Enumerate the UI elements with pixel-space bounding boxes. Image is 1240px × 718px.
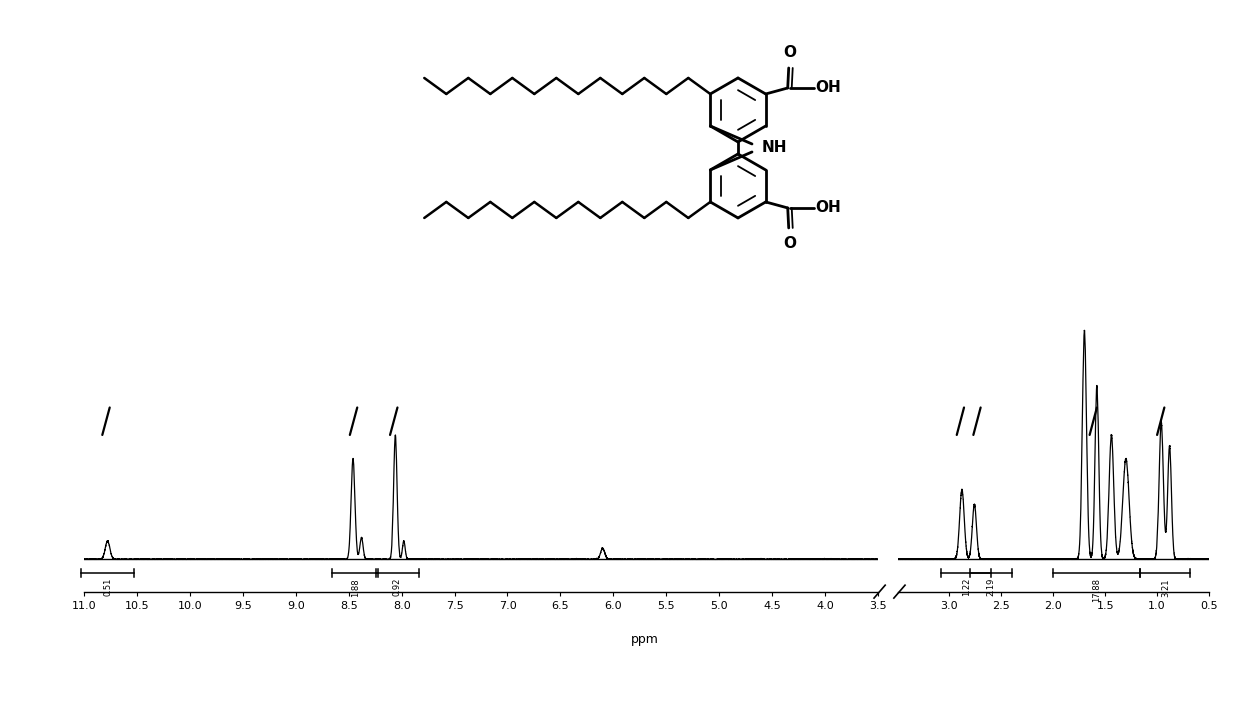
Text: OH: OH (816, 200, 842, 215)
Text: 3.21: 3.21 (1161, 578, 1169, 597)
Text: 1.22: 1.22 (961, 578, 971, 597)
Text: O: O (784, 236, 796, 251)
Text: OH: OH (816, 80, 842, 95)
Text: O: O (784, 45, 796, 60)
Text: 0.92: 0.92 (393, 578, 402, 597)
Text: ppm: ppm (631, 633, 658, 645)
Text: NH: NH (763, 141, 787, 156)
Text: 1.88: 1.88 (351, 578, 360, 597)
Text: 17.88: 17.88 (1092, 578, 1101, 602)
Text: 2.19: 2.19 (987, 578, 996, 597)
Text: 0.51: 0.51 (103, 578, 112, 597)
